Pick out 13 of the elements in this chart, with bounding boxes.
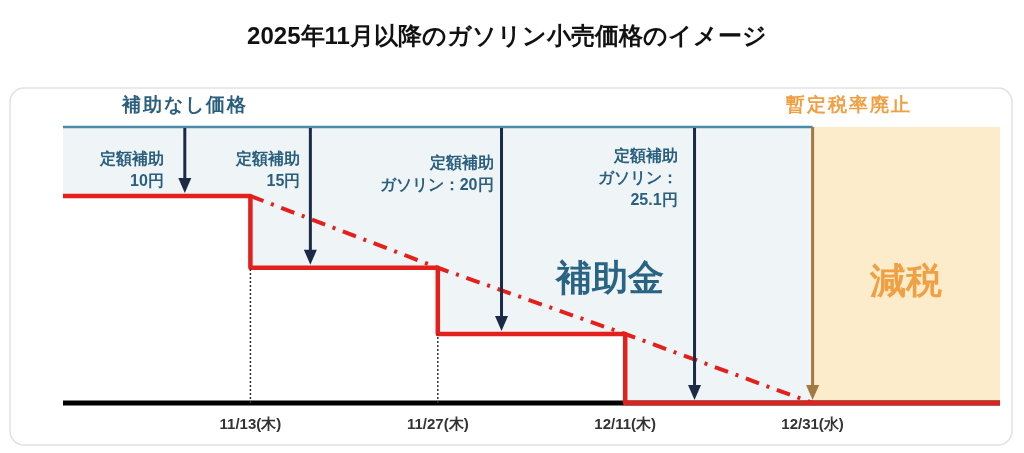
x-tick-label: 11/13(木)	[219, 415, 282, 432]
annotation: 補助金	[554, 257, 665, 298]
series-label: 補助なし価格	[121, 94, 248, 115]
annotation: 定額補助10円	[98, 150, 164, 189]
x-tick-label: 11/27(木)	[406, 415, 469, 432]
x-tick-label: 12/11(木)	[594, 415, 657, 432]
x-tick-label: 12/31(水)	[781, 415, 844, 432]
annotation: 定額補助ガソリン：25.1円	[597, 147, 678, 208]
ref-line-label: 暫定税率廃止	[785, 94, 912, 115]
chart-title: 2025年11月以降のガソリン小売価格のイメージ	[247, 22, 767, 49]
annotation: 定額補助15円	[235, 150, 301, 189]
annotation: 定額補助ガソリン：20円	[379, 154, 494, 193]
series-label: 減税	[869, 260, 943, 301]
